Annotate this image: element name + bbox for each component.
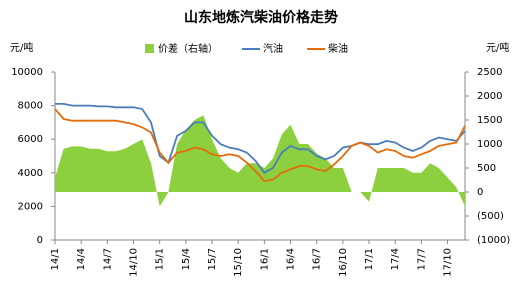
y2-axis-label: 元/吨 xyxy=(486,41,509,54)
y2-tick-label: 2500 xyxy=(477,67,502,78)
y-axis-label: 元/吨 xyxy=(10,41,33,54)
legend-label: 价差（右轴） xyxy=(158,42,218,55)
y2-tick-label: 0 xyxy=(477,187,483,198)
y-tick-label: 8000 xyxy=(18,101,43,112)
x-tick-label: 15/4 xyxy=(181,248,192,270)
x-tick-label: 14/1 xyxy=(50,248,61,270)
price-line xyxy=(55,103,466,174)
x-tick-label: 17/7 xyxy=(416,248,427,270)
y2-tick-label: 1000 xyxy=(477,139,502,150)
x-tick-label: 14/4 xyxy=(76,248,87,270)
y-tick-label: 0 xyxy=(37,235,43,246)
x-tick-label: 16/1 xyxy=(259,248,270,270)
x-tick-label: 17/4 xyxy=(390,248,401,270)
x-tick-label: 14/7 xyxy=(102,248,113,270)
price-line xyxy=(54,108,466,183)
y-tick-label: 10000 xyxy=(11,67,43,78)
y-tick-label: 2000 xyxy=(18,201,43,212)
x-tick-label: 17/10 xyxy=(443,248,454,277)
legend-swatch xyxy=(145,44,154,53)
x-tick-label: 16/4 xyxy=(286,248,297,270)
chart-title: 山东地炼汽柴油价格走势 xyxy=(184,9,338,26)
spread-area xyxy=(55,115,465,207)
x-tick-label: 17/1 xyxy=(364,248,375,270)
x-tick-label: 16/7 xyxy=(312,248,323,270)
x-tick-label: 14/10 xyxy=(129,248,140,277)
y2-tick-label: (1000) xyxy=(477,235,510,246)
y-tick-label: 6000 xyxy=(18,134,43,145)
y2-tick-label: 2000 xyxy=(477,91,502,102)
legend-label: 汽油 xyxy=(263,42,283,55)
y2-tick-label: 500 xyxy=(477,163,496,174)
y-tick-label: 4000 xyxy=(18,168,43,179)
x-tick-label: 15/7 xyxy=(207,248,218,270)
legend-label: 柴油 xyxy=(328,42,348,55)
x-tick-label: 15/1 xyxy=(155,248,166,270)
x-tick-label: 16/10 xyxy=(338,248,349,277)
y2-tick-label: (500) xyxy=(477,211,504,222)
y2-tick-label: 1500 xyxy=(477,115,502,126)
x-tick-label: 15/10 xyxy=(233,248,244,277)
